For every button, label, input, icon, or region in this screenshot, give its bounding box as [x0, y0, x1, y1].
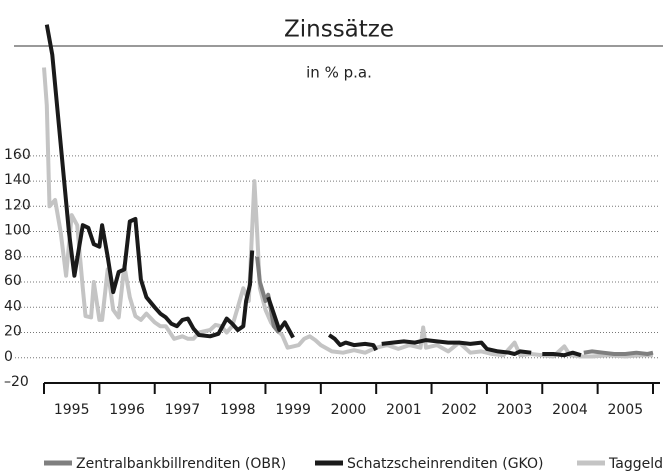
x-tick-label: 2002	[441, 402, 477, 418]
x-tick-label: 1996	[109, 402, 145, 418]
x-tick-label: 2005	[607, 402, 643, 418]
chart-subtitle: in % p.a.	[306, 64, 372, 82]
x-tick-label: 1998	[220, 402, 256, 418]
x-tick-label: 1999	[275, 402, 311, 418]
y-tick-label: 80	[4, 248, 22, 264]
series-line	[42, 67, 653, 359]
y-tick-label: 40	[4, 298, 22, 314]
legend-label: Taggeld	[608, 456, 663, 472]
y-tick-label: 140	[4, 172, 31, 188]
y-tick-label: –20	[4, 374, 29, 390]
legend-label: Schatzscheinrenditen (GKO)	[347, 456, 543, 472]
x-tick-label: 2003	[497, 402, 533, 418]
series-line	[44, 24, 582, 358]
x-tick-label: 1995	[54, 402, 90, 418]
y-tick-label: 160	[4, 147, 31, 163]
x-tick-label: 2001	[386, 402, 422, 418]
chart-title: Zinssätze	[284, 17, 394, 43]
y-tick-label: 0	[4, 349, 13, 365]
x-tick-label: 2000	[331, 402, 367, 418]
y-tick-label: 60	[4, 273, 22, 289]
y-tick-label: 120	[4, 197, 31, 213]
y-tick-label: 100	[4, 223, 31, 239]
x-tick-label: 1997	[165, 402, 201, 418]
x-tick-label: 2004	[552, 402, 588, 418]
y-tick-label: 20	[4, 324, 22, 340]
legend-label: Zentralbankbillrenditen (OBR)	[76, 456, 286, 472]
